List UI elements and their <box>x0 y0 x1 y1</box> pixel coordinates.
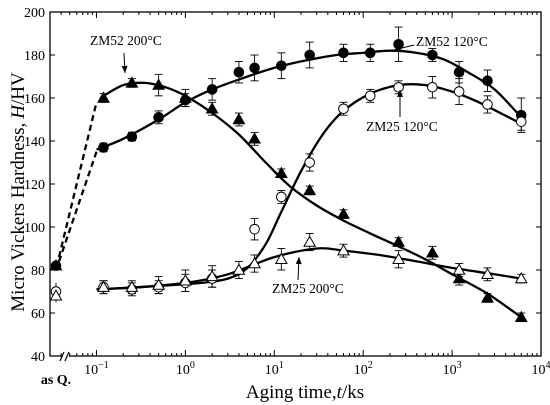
curve-zm52-120-c <box>96 49 523 151</box>
point-zm25-120-c <box>338 103 349 115</box>
point-zm25-200-c <box>205 269 219 282</box>
point-zm52-120-c <box>153 112 164 123</box>
point-zm52-200-c <box>274 166 288 178</box>
point-zm52-120-c <box>126 131 138 142</box>
point-zm25-120-c <box>276 191 287 203</box>
point-zm52-120-c <box>364 47 376 59</box>
point-zm52-120-c <box>206 84 218 95</box>
y-tick-label: 180 <box>24 49 45 64</box>
plot-frame <box>49 11 542 357</box>
series-annotations: ZM52 200°C ZM52 120°C ZM25 120°C ZM25 200°C <box>90 33 488 296</box>
point-zm52-200-c <box>452 271 466 284</box>
point-zm25-120-c <box>304 157 315 168</box>
x-axis-title: Aging time,t/ks <box>246 382 364 403</box>
point-zm52-200-c <box>392 235 406 247</box>
annotation-arrowhead <box>295 257 302 265</box>
point-zm25-200-c <box>274 252 288 264</box>
point-zm52-120-c <box>249 62 260 74</box>
point-zm25-120-c <box>249 223 260 235</box>
y-tick-label: 140 <box>24 135 45 150</box>
x-tick-label: 101 <box>265 360 284 378</box>
point-zm52-200-c <box>337 207 350 219</box>
point-zm52-120-c <box>276 60 287 72</box>
point-zm25-200-c <box>514 271 528 284</box>
y-tick-label: 100 <box>24 221 45 236</box>
point-zm25-200-c <box>481 267 494 279</box>
point-zm52-200-c <box>178 91 192 103</box>
point-zm52-200-c <box>232 112 246 125</box>
point-zm52-120-c <box>98 142 109 153</box>
point-zm52-200-c <box>514 310 528 322</box>
y-tick-label: 80 <box>31 264 45 279</box>
x-tick-label: 102 <box>354 360 373 378</box>
point-zm25-200-c <box>392 252 406 264</box>
annotation-label: ZM25 200°C <box>272 281 344 296</box>
as-quenched-point-zm25-200-c <box>49 289 63 301</box>
point-zm52-200-c <box>425 246 439 258</box>
annotation-label: ZM52 200°C <box>90 33 162 48</box>
point-zm52-120-c <box>338 47 349 59</box>
annotation-arrowhead <box>121 65 128 73</box>
point-zm25-200-c <box>452 263 466 275</box>
point-zm52-120-c <box>453 66 465 78</box>
point-zm52-120-c <box>304 49 315 61</box>
x-tick-label: 103 <box>443 360 462 378</box>
as-quenched-label: as Q. <box>41 373 71 388</box>
point-zm25-120-c <box>515 116 527 127</box>
x-tick-label: 100 <box>176 360 195 378</box>
annotation-label: ZM25 120°C <box>366 119 438 134</box>
point-zm25-200-c <box>125 280 139 292</box>
point-zm25-120-c <box>482 99 493 110</box>
point-zm25-120-c <box>364 90 376 102</box>
annotation-label: ZM52 120°C <box>416 34 488 49</box>
axis-break-gap <box>63 352 69 360</box>
point-zm25-200-c <box>152 278 166 290</box>
point-zm52-200-c <box>205 102 219 114</box>
dashed-link-zm52-200 <box>57 102 98 258</box>
axis-break-mark <box>64 351 70 362</box>
point-zm25-120-c <box>427 81 438 93</box>
point-zm52-200-c <box>481 291 494 303</box>
point-zm25-200-c <box>232 263 246 275</box>
point-zm25-120-c <box>453 86 465 97</box>
point-zm52-120-c <box>233 66 245 78</box>
y-tick-label: 160 <box>24 92 45 107</box>
point-zm52-120-c <box>482 75 493 87</box>
point-zm52-200-c <box>125 76 139 88</box>
y-tick-label: 40 <box>31 350 45 365</box>
data-markers <box>49 38 528 322</box>
point-zm52-200-c <box>248 132 262 144</box>
point-zm25-200-c <box>248 256 262 269</box>
x-tick-label: 10−1 <box>84 360 109 378</box>
point-zm52-200-c <box>97 91 110 103</box>
y-tick-label: 120 <box>24 178 45 193</box>
point-zm52-120-c <box>427 49 438 61</box>
point-zm52-200-c <box>152 78 166 90</box>
y-axis-title: Micro Vickers Hardness,H/HV <box>8 72 29 312</box>
point-zm52-200-c <box>303 183 317 196</box>
point-zm25-200-c <box>337 244 350 256</box>
annotation-arrowhead <box>397 90 403 97</box>
as-quenched-point-zm52-200-c <box>49 259 63 271</box>
point-zm25-200-c <box>303 235 317 247</box>
axis-break-mark <box>59 351 65 362</box>
x-tick-label: 104 <box>532 360 550 378</box>
point-zm25-120-c <box>393 81 404 93</box>
point-zm25-200-c <box>97 280 110 292</box>
annotation-arrowhead <box>394 45 402 52</box>
point-zm25-200-c <box>178 274 192 286</box>
y-tick-label: 60 <box>31 307 45 322</box>
y-tick-label: 200 <box>24 6 45 21</box>
tick-labels: 40 60 80 100 120 140 160 180 200 10−1 100 101 102 103… <box>24 6 550 378</box>
